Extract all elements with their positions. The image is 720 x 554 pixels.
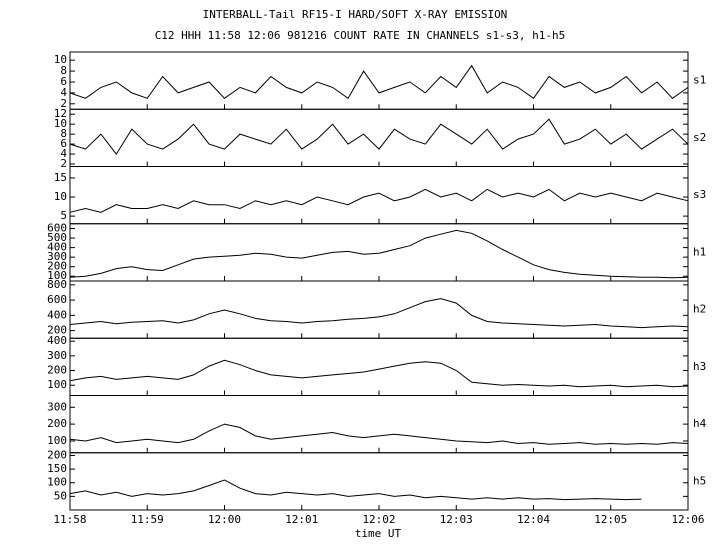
x-tick-label: 12:02 <box>362 513 395 526</box>
y-tick-label: 12 <box>54 107 67 120</box>
panel-frame <box>69 51 689 110</box>
y-tick-label: 400 <box>47 241 67 254</box>
y-tick-label: 300 <box>47 349 67 362</box>
panel-frame <box>69 337 689 396</box>
x-tick-label: 11:58 <box>53 513 86 526</box>
y-tick-label: 6 <box>60 137 67 150</box>
y-tick-label: 300 <box>47 250 67 263</box>
y-tick-label: 15 <box>54 171 67 184</box>
x-tick-label: 12:01 <box>285 513 318 526</box>
y-tick-label: 200 <box>47 260 67 273</box>
y-tick-label: 2 <box>60 97 67 110</box>
x-tick-label: 12:04 <box>517 513 550 526</box>
y-tick-label: 100 <box>47 378 67 391</box>
x-tick-label: 12:06 <box>671 513 704 526</box>
data-line <box>69 64 689 100</box>
panel-label: s1 <box>693 74 706 87</box>
y-tick-label: 200 <box>47 448 67 461</box>
y-tick-label: 4 <box>60 147 67 160</box>
panel-label: h2 <box>693 303 706 316</box>
panel-label: h4 <box>693 417 707 430</box>
y-tick-label: 800 <box>47 278 67 291</box>
x-axis-label: time UT <box>355 527 402 540</box>
y-tick-label: 10 <box>54 190 67 203</box>
y-tick-label: 300 <box>47 400 67 413</box>
x-tick-label: 12:00 <box>208 513 241 526</box>
y-tick-label: 400 <box>47 308 67 321</box>
panel-frame <box>69 452 689 511</box>
y-tick-label: 400 <box>47 334 67 347</box>
panel-frame <box>69 280 689 339</box>
panel-label: s2 <box>693 131 706 144</box>
panel-label: h1 <box>693 245 706 258</box>
y-tick-label: 4 <box>60 86 67 99</box>
chart-subtitle: C12 HHH 11:58 12:06 981216 COUNT RATE IN… <box>155 29 566 42</box>
panel-frame <box>69 166 689 225</box>
panel-label: s3 <box>693 188 706 201</box>
x-tick-label: 12:03 <box>440 513 473 526</box>
y-tick-label: 5 <box>60 209 67 222</box>
y-tick-label: 50 <box>54 489 67 502</box>
data-line <box>69 229 689 279</box>
y-tick-label: 200 <box>47 417 67 430</box>
y-tick-label: 600 <box>47 222 67 235</box>
panel-frame <box>69 223 689 282</box>
y-tick-label: 600 <box>47 293 67 306</box>
data-line <box>69 479 642 501</box>
y-tick-label: 10 <box>54 53 67 66</box>
y-tick-label: 150 <box>47 462 67 475</box>
y-tick-label: 100 <box>47 476 67 489</box>
y-tick-label: 200 <box>47 324 67 337</box>
panel-label: h3 <box>693 360 706 373</box>
data-line <box>69 118 689 155</box>
x-tick-label: 12:05 <box>594 513 627 526</box>
y-tick-label: 6 <box>60 75 67 88</box>
y-tick-label: 100 <box>47 434 67 447</box>
y-tick-label: 8 <box>60 127 67 140</box>
chart-title: INTERBALL-Tail RF15-I HARD/SOFT X-RAY EM… <box>203 8 508 21</box>
data-line <box>69 188 689 213</box>
y-tick-label: 2 <box>60 157 67 170</box>
y-tick-label: 8 <box>60 64 67 77</box>
y-tick-label: 100 <box>47 269 67 282</box>
data-line <box>69 423 689 445</box>
y-tick-label: 500 <box>47 231 67 244</box>
data-line <box>69 359 689 388</box>
panel-frame <box>69 108 689 167</box>
panel-label: h5 <box>693 474 706 487</box>
x-tick-label: 11:59 <box>131 513 164 526</box>
data-line <box>69 298 689 329</box>
y-tick-label: 200 <box>47 364 67 377</box>
y-tick-label: 10 <box>54 117 67 130</box>
